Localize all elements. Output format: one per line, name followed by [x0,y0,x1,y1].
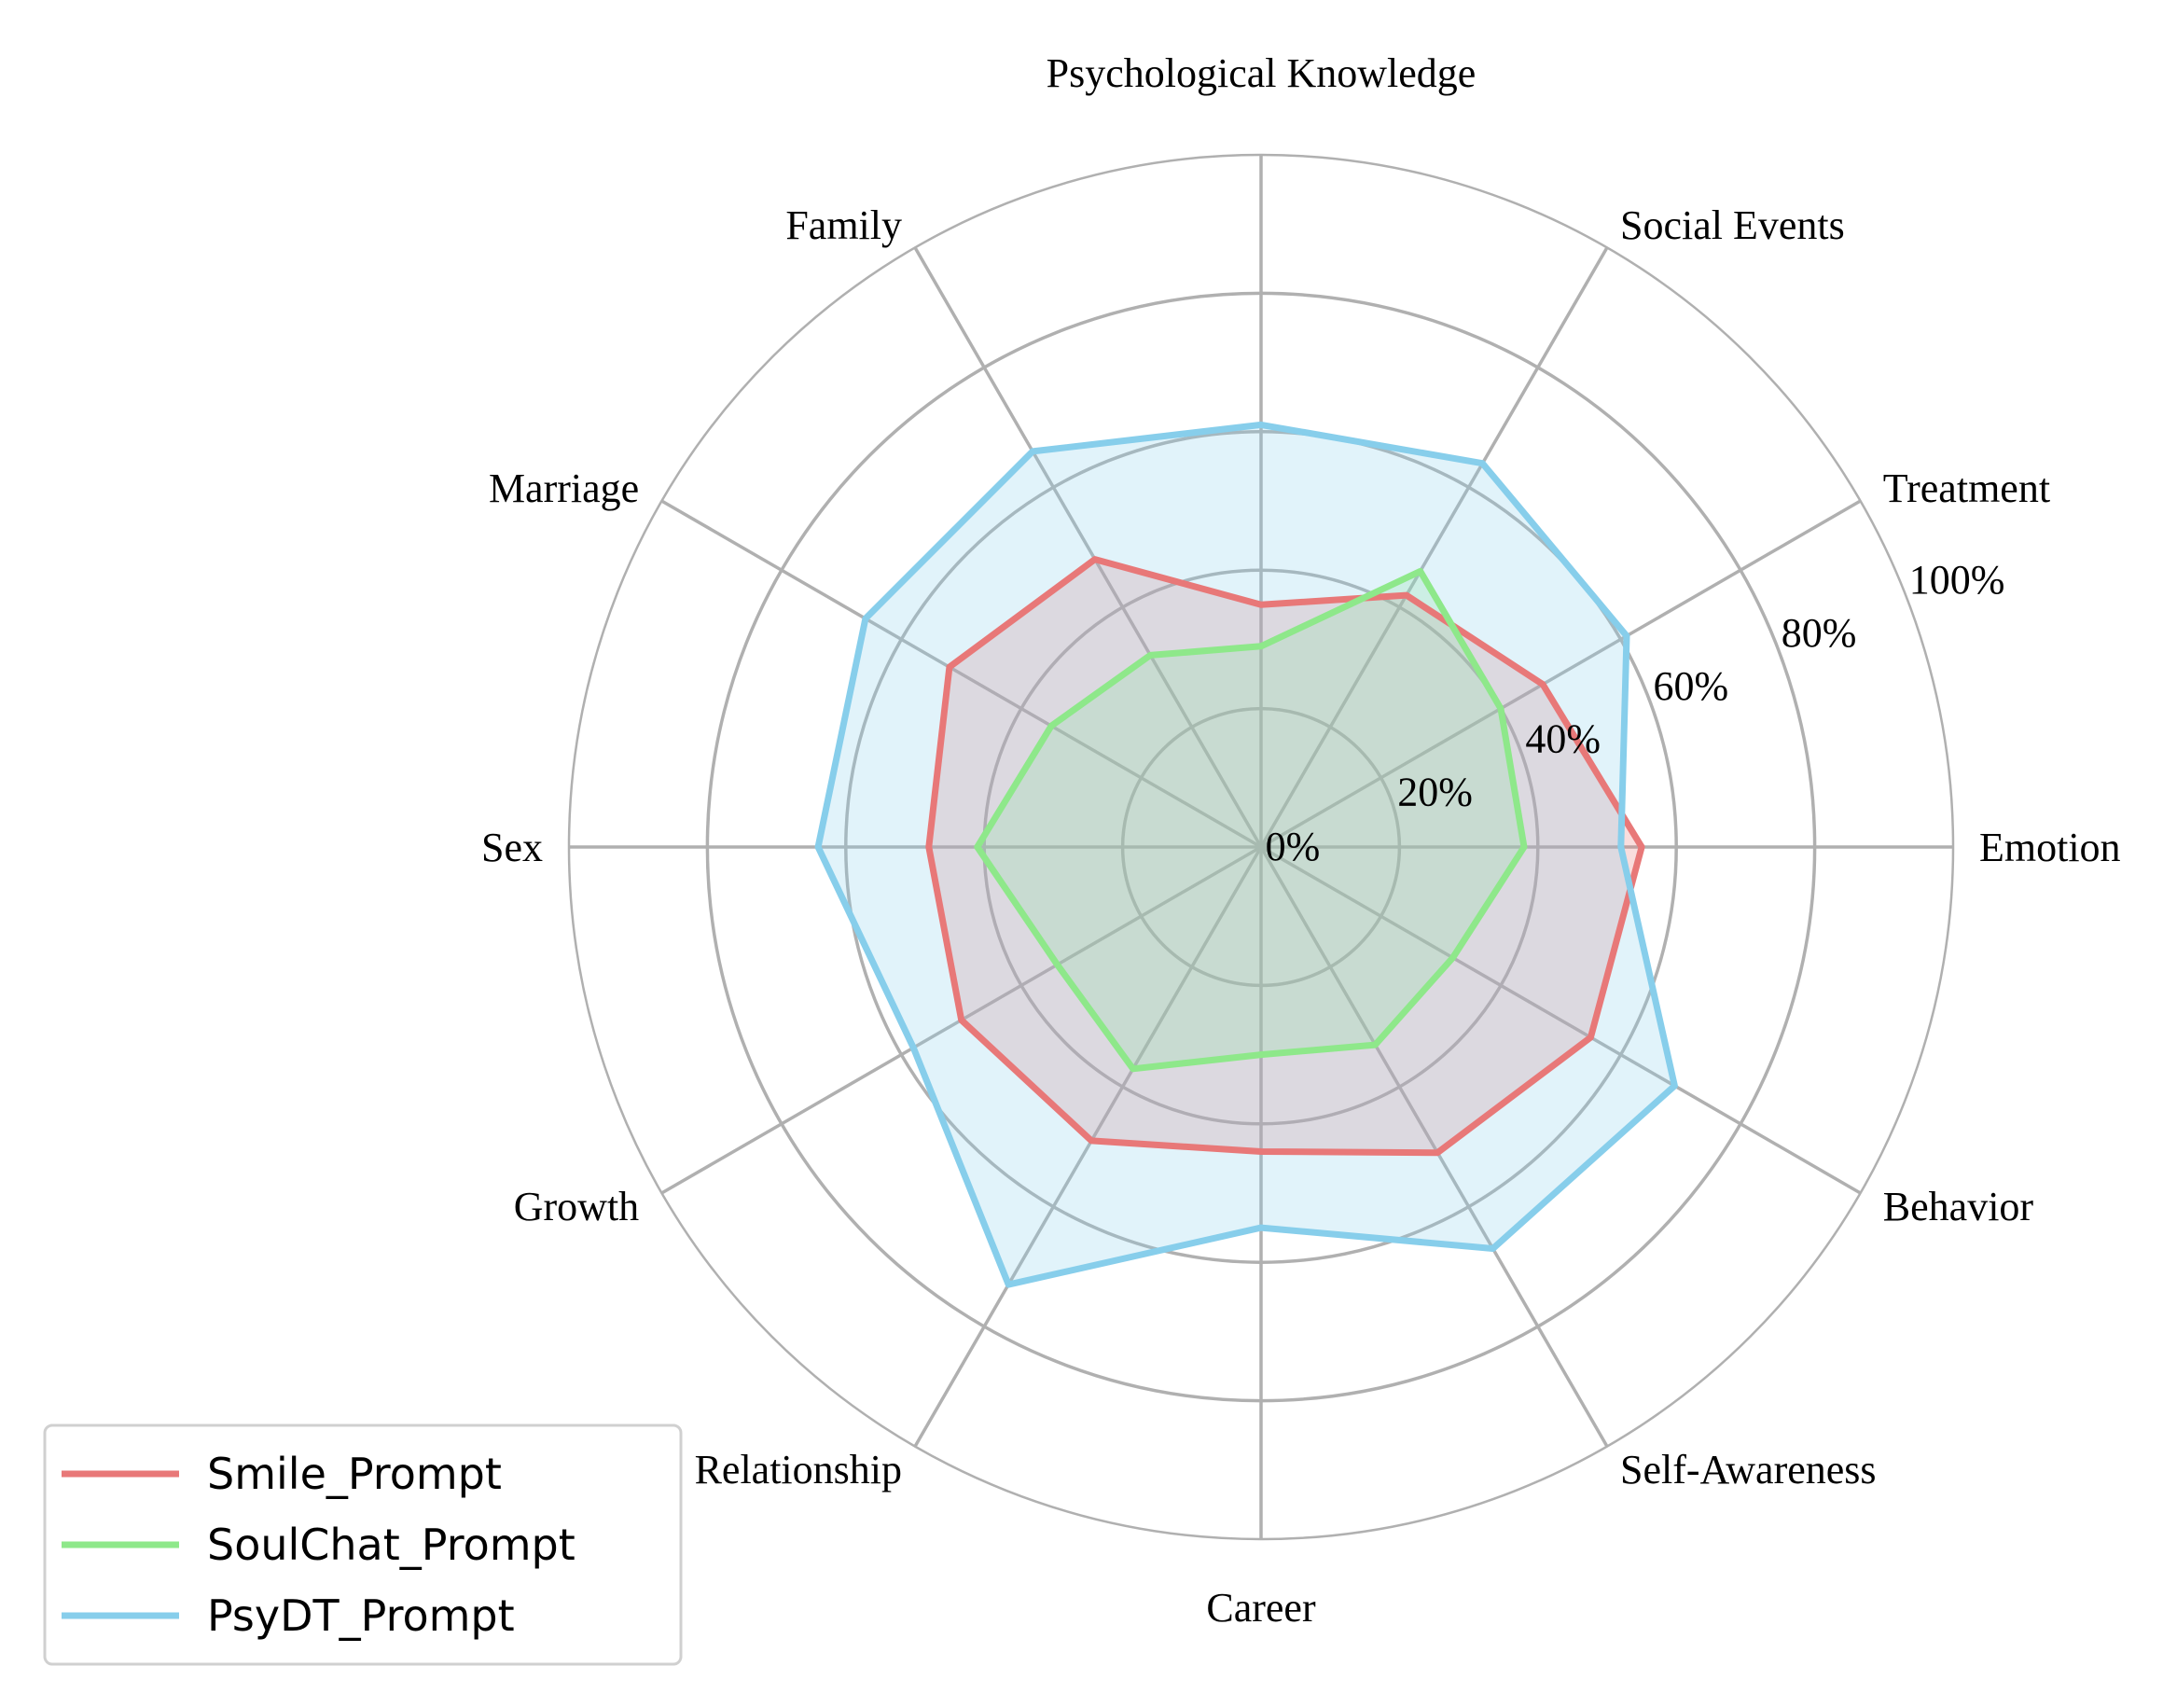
legend-box [43,1423,683,1666]
category-label-social-events: Social Events [1620,202,1845,248]
r-tick-label: 0% [1266,824,1321,869]
legend-label-smile_prompt: Smile_Prompt [207,1449,502,1499]
grid-layer [567,153,1955,1541]
category-label-growth: Growth [514,1184,639,1229]
category-label-emotion: Emotion [1979,825,2121,870]
category-label-family: Family [785,202,902,248]
spoke-relationship [913,846,1263,1448]
legend-label-soulchat_prompt: SoulChat_Prompt [207,1520,575,1570]
spoke-treatment [1260,499,1862,849]
series-fill-soulchat_prompt [977,571,1524,1069]
r-tick-label: 60% [1654,663,1729,709]
category-label-psychological-knowledge: Psychological Knowledge [1047,50,1477,96]
spoke-self-awareness [1259,846,1609,1448]
category-label-career: Career [1206,1585,1316,1631]
legend: Smile_Prompt SoulChat_Prompt PsyDT_Prompt [43,1423,683,1666]
r-tick-label: 80% [1782,610,1857,656]
series-line-smile_prompt [925,556,1645,1157]
spoke-family [913,246,1263,848]
legend-label-psydt_prompt: PsyDT_Prompt [207,1590,515,1641]
spoke-social-events [1259,246,1609,848]
r-tick-label: 100% [1909,557,2005,603]
category-label-relationship: Relationship [695,1447,902,1493]
category-label-behavior: Behavior [1883,1184,2034,1229]
series-fill-psydt_prompt [818,424,1675,1285]
series-fill-smile_prompt [928,559,1643,1153]
series-layer [814,421,1678,1288]
spoke-marriage [660,499,1262,849]
label-layer: Emotion Treatment Social Events Psychologic… [481,50,2121,1631]
series-line-soulchat_prompt [974,567,1528,1073]
category-label-sex: Sex [481,825,543,870]
series-line-psydt_prompt [814,421,1678,1288]
spoke-behavior [1260,845,1862,1195]
r-tick-label: 40% [1525,716,1601,762]
r-tick-label: 20% [1397,769,1473,814]
category-label-marriage: Marriage [489,465,639,511]
category-label-treatment: Treatment [1883,465,2050,511]
category-label-self-awareness: Self-Awareness [1620,1447,1877,1493]
